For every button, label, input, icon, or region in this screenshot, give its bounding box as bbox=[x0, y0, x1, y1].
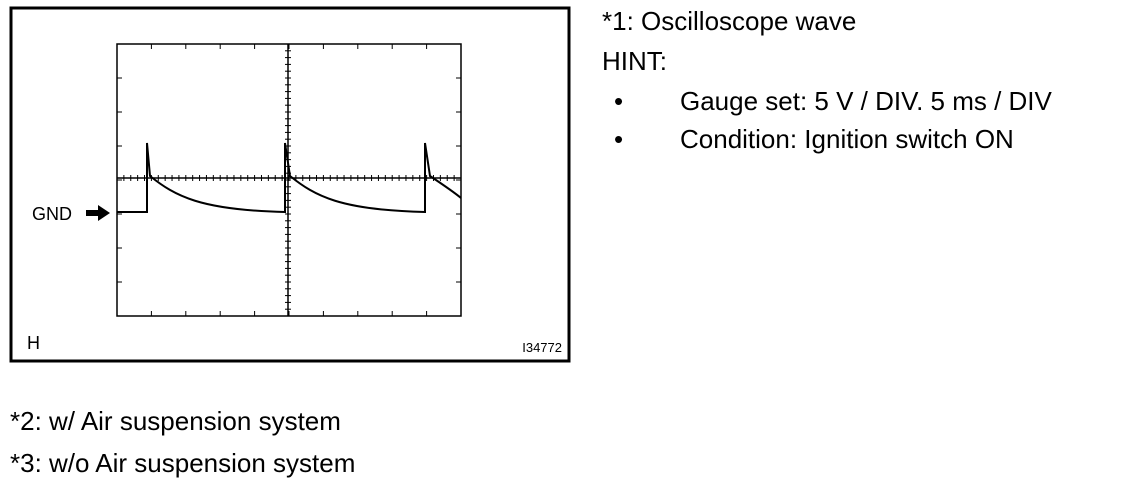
hint-title: HINT: bbox=[602, 46, 667, 76]
hint-item: Gauge set: 5 V / DIV. 5 ms / DIV bbox=[680, 86, 1052, 116]
footnote: *3: w/o Air suspension system bbox=[10, 448, 356, 478]
figure-frame bbox=[9, 6, 571, 363]
ticks bbox=[116, 43, 462, 317]
oscilloscope-figure: GND H I34772 bbox=[9, 6, 571, 363]
corner-label: H bbox=[27, 333, 40, 353]
gnd-arrow bbox=[86, 205, 110, 221]
hint-item: Condition: Ignition switch ON bbox=[680, 124, 1014, 154]
bullet: • bbox=[614, 86, 624, 116]
figure-id: I34772 bbox=[522, 340, 562, 355]
note: *1: Oscilloscope wave bbox=[602, 6, 857, 36]
waveform bbox=[117, 142, 462, 214]
footnote: *2: w/ Air suspension system bbox=[10, 406, 341, 436]
gnd-label: GND bbox=[32, 204, 72, 224]
bullet: • bbox=[614, 124, 624, 154]
